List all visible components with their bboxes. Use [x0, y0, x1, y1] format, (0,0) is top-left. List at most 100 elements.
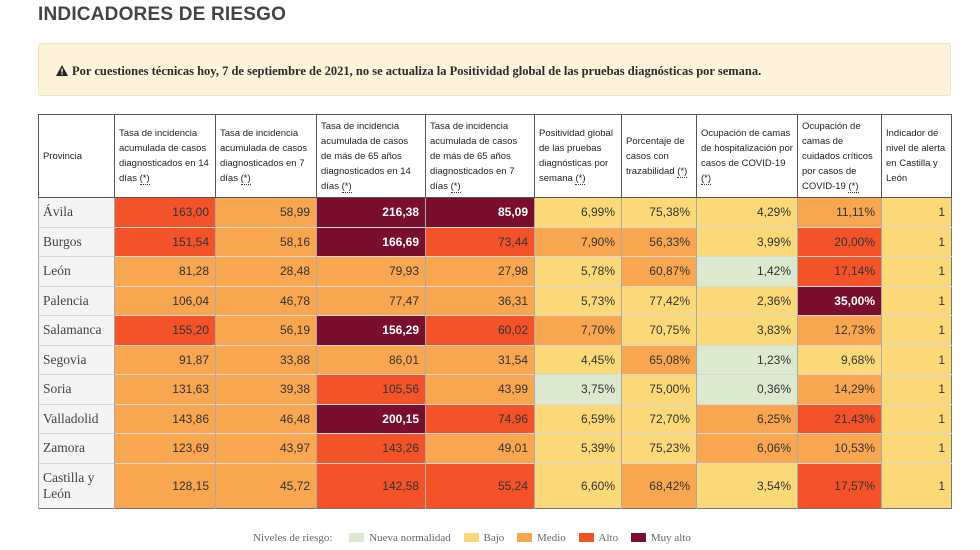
table-cell: 35,00%	[797, 285, 882, 316]
alert-banner: Por cuestiones técnicas hoy, 7 de septie…	[38, 43, 951, 96]
table-cell: 105,56	[316, 374, 426, 404]
table-cell: 156,29	[316, 315, 426, 345]
table-cell: 3,75%	[534, 374, 622, 404]
table-cell: 1	[881, 433, 952, 463]
province-name: Castilla y León	[38, 462, 115, 508]
legend-label: Muy alto	[650, 532, 691, 544]
table-cell: 4,29%	[696, 197, 798, 227]
table-cell: 56,33%	[621, 226, 697, 257]
risk-indicators-table: Provincia Tasa de incidencia acumulada d…	[38, 114, 952, 509]
legend-swatch-bajo	[463, 533, 479, 542]
header-positividad: Positividad global de las pruebas diagnó…	[534, 114, 622, 198]
table-cell: 85,09	[425, 197, 535, 227]
table-cell: 60,02	[425, 315, 535, 345]
table-cell: 5,78%	[534, 256, 622, 286]
province-name: Burgos	[38, 226, 115, 257]
table-row: Segovia 91,87 33,88 86,01 31,54 4,45% 65,08% 1,…	[38, 344, 952, 375]
table-cell: 20,00%	[797, 226, 882, 257]
table-cell: 3,54%	[696, 462, 798, 508]
info-note-link[interactable]: (*)	[677, 165, 688, 178]
table-cell: 43,97	[215, 433, 317, 463]
province-name: Palencia	[38, 285, 115, 316]
table-row: Ávila 163,00 58,99 216,38 85,09 6,99% 75,38% 4,…	[38, 197, 952, 227]
table-cell: 6,59%	[534, 403, 622, 434]
table-cell: 166,69	[316, 226, 426, 257]
table-cell: 143,86	[114, 403, 216, 434]
province-name: Soria	[38, 374, 115, 404]
table-cell: 55,24	[425, 462, 535, 508]
table-cell: 14,29%	[797, 374, 882, 404]
warning-icon	[56, 65, 68, 76]
header-incidencia-14d: Tasa de incidencia acumulada de casos di…	[114, 114, 216, 198]
header-trazabilidad: Porcentaje de casos con trazabilidad (*)	[621, 114, 697, 198]
alert-text: Por cuestiones técnicas hoy, 7 de septie…	[72, 64, 762, 78]
table-cell: 27,98	[425, 256, 535, 286]
table-cell: 74,96	[425, 403, 535, 434]
table-cell: 17,57%	[797, 462, 882, 508]
province-name: Segovia	[38, 344, 115, 375]
info-note-link[interactable]: (*)	[341, 180, 352, 193]
table-row: Castilla y León 128,15 45,72 142,58 55,24 6,6…	[38, 462, 952, 508]
table-cell: 68,42%	[621, 462, 697, 508]
table-cell: 6,99%	[534, 197, 622, 227]
table-cell: 128,15	[114, 462, 216, 508]
info-note-link[interactable]: (*)	[240, 173, 251, 185]
table-cell: 6,25%	[696, 403, 798, 434]
legend-label: Medio	[537, 532, 566, 544]
info-note-link[interactable]: (*)	[575, 173, 586, 185]
header-nivel-alerta: Indicador de nivel de alerta en Castilla…	[881, 114, 952, 198]
table-cell: 1	[881, 256, 952, 286]
table-cell: 1	[881, 226, 952, 257]
table-cell: 43,99	[425, 374, 535, 404]
table-cell: 163,00	[114, 197, 216, 227]
table-cell: 39,38	[215, 374, 317, 404]
table-row: Salamanca 155,20 56,19 156,29 60,02 7,70% 70,7…	[38, 315, 952, 345]
table-cell: 21,43%	[797, 403, 882, 434]
table-cell: 75,00%	[621, 374, 697, 404]
table-cell: 86,01	[316, 344, 426, 375]
legend-swatch-nueva-normalidad	[349, 533, 365, 542]
info-note-link[interactable]: (*)	[701, 173, 712, 185]
table-cell: 45,72	[215, 462, 317, 508]
table-cell: 1	[881, 462, 952, 508]
table-cell: 49,01	[425, 433, 535, 463]
table-cell: 5,39%	[534, 433, 622, 463]
table-row: Palencia 106,04 46,78 77,47 36,31 5,73% 77,42%…	[38, 285, 952, 316]
table-cell: 6,60%	[534, 462, 622, 508]
legend-swatch-alto	[578, 533, 594, 542]
header-incidencia-65-14d: Tasa de incidencia acumulada de casos de…	[316, 114, 426, 198]
table-cell: 58,16	[215, 226, 317, 257]
table-cell: 46,48	[215, 403, 317, 434]
table-cell: 60,87%	[621, 256, 697, 286]
table-cell: 0,36%	[696, 374, 798, 404]
info-note-link[interactable]: (*)	[848, 180, 859, 193]
table-cell: 81,28	[114, 256, 216, 286]
table-cell: 216,38	[316, 197, 426, 227]
info-note-link[interactable]: (*)	[450, 180, 461, 193]
province-name: Valladolid	[38, 403, 115, 434]
table-cell: 77,42%	[621, 285, 697, 316]
info-note-link[interactable]: (*)	[139, 173, 150, 185]
table-cell: 1,23%	[696, 344, 798, 375]
table-cell: 6,06%	[696, 433, 798, 463]
table-cell: 1	[881, 197, 952, 227]
table-cell: 4,45%	[534, 344, 622, 375]
header-provincia: Provincia	[38, 114, 115, 198]
province-name: Salamanca	[38, 315, 115, 345]
table-cell: 10,53%	[797, 433, 882, 463]
table-cell: 5,73%	[534, 285, 622, 316]
header-ocupacion-hospital: Ocupación de camas de hospitalización po…	[696, 114, 798, 198]
province-name: Ávila	[38, 197, 115, 227]
header-row: Provincia Tasa de incidencia acumulada d…	[38, 114, 952, 198]
table-row: Zamora 123,69 43,97 143,26 49,01 5,39% 75,23% 6…	[38, 433, 952, 463]
table-cell: 143,26	[316, 433, 426, 463]
header-ocupacion-uci: Ocupación de camas de cuidados críticos …	[797, 114, 882, 198]
legend-label: Bajo	[483, 532, 505, 544]
page-title: INDICADORES DE RIESGO	[38, 4, 287, 25]
table-row: Burgos 151,54 58,16 166,69 73,44 7,90% 56,33% 3…	[38, 226, 952, 257]
legend-title: Niveles de riesgo:	[253, 532, 333, 544]
table-cell: 7,70%	[534, 315, 622, 345]
table-cell: 65,08%	[621, 344, 697, 375]
table-cell: 1	[881, 374, 952, 404]
table-cell: 72,70%	[621, 403, 697, 434]
